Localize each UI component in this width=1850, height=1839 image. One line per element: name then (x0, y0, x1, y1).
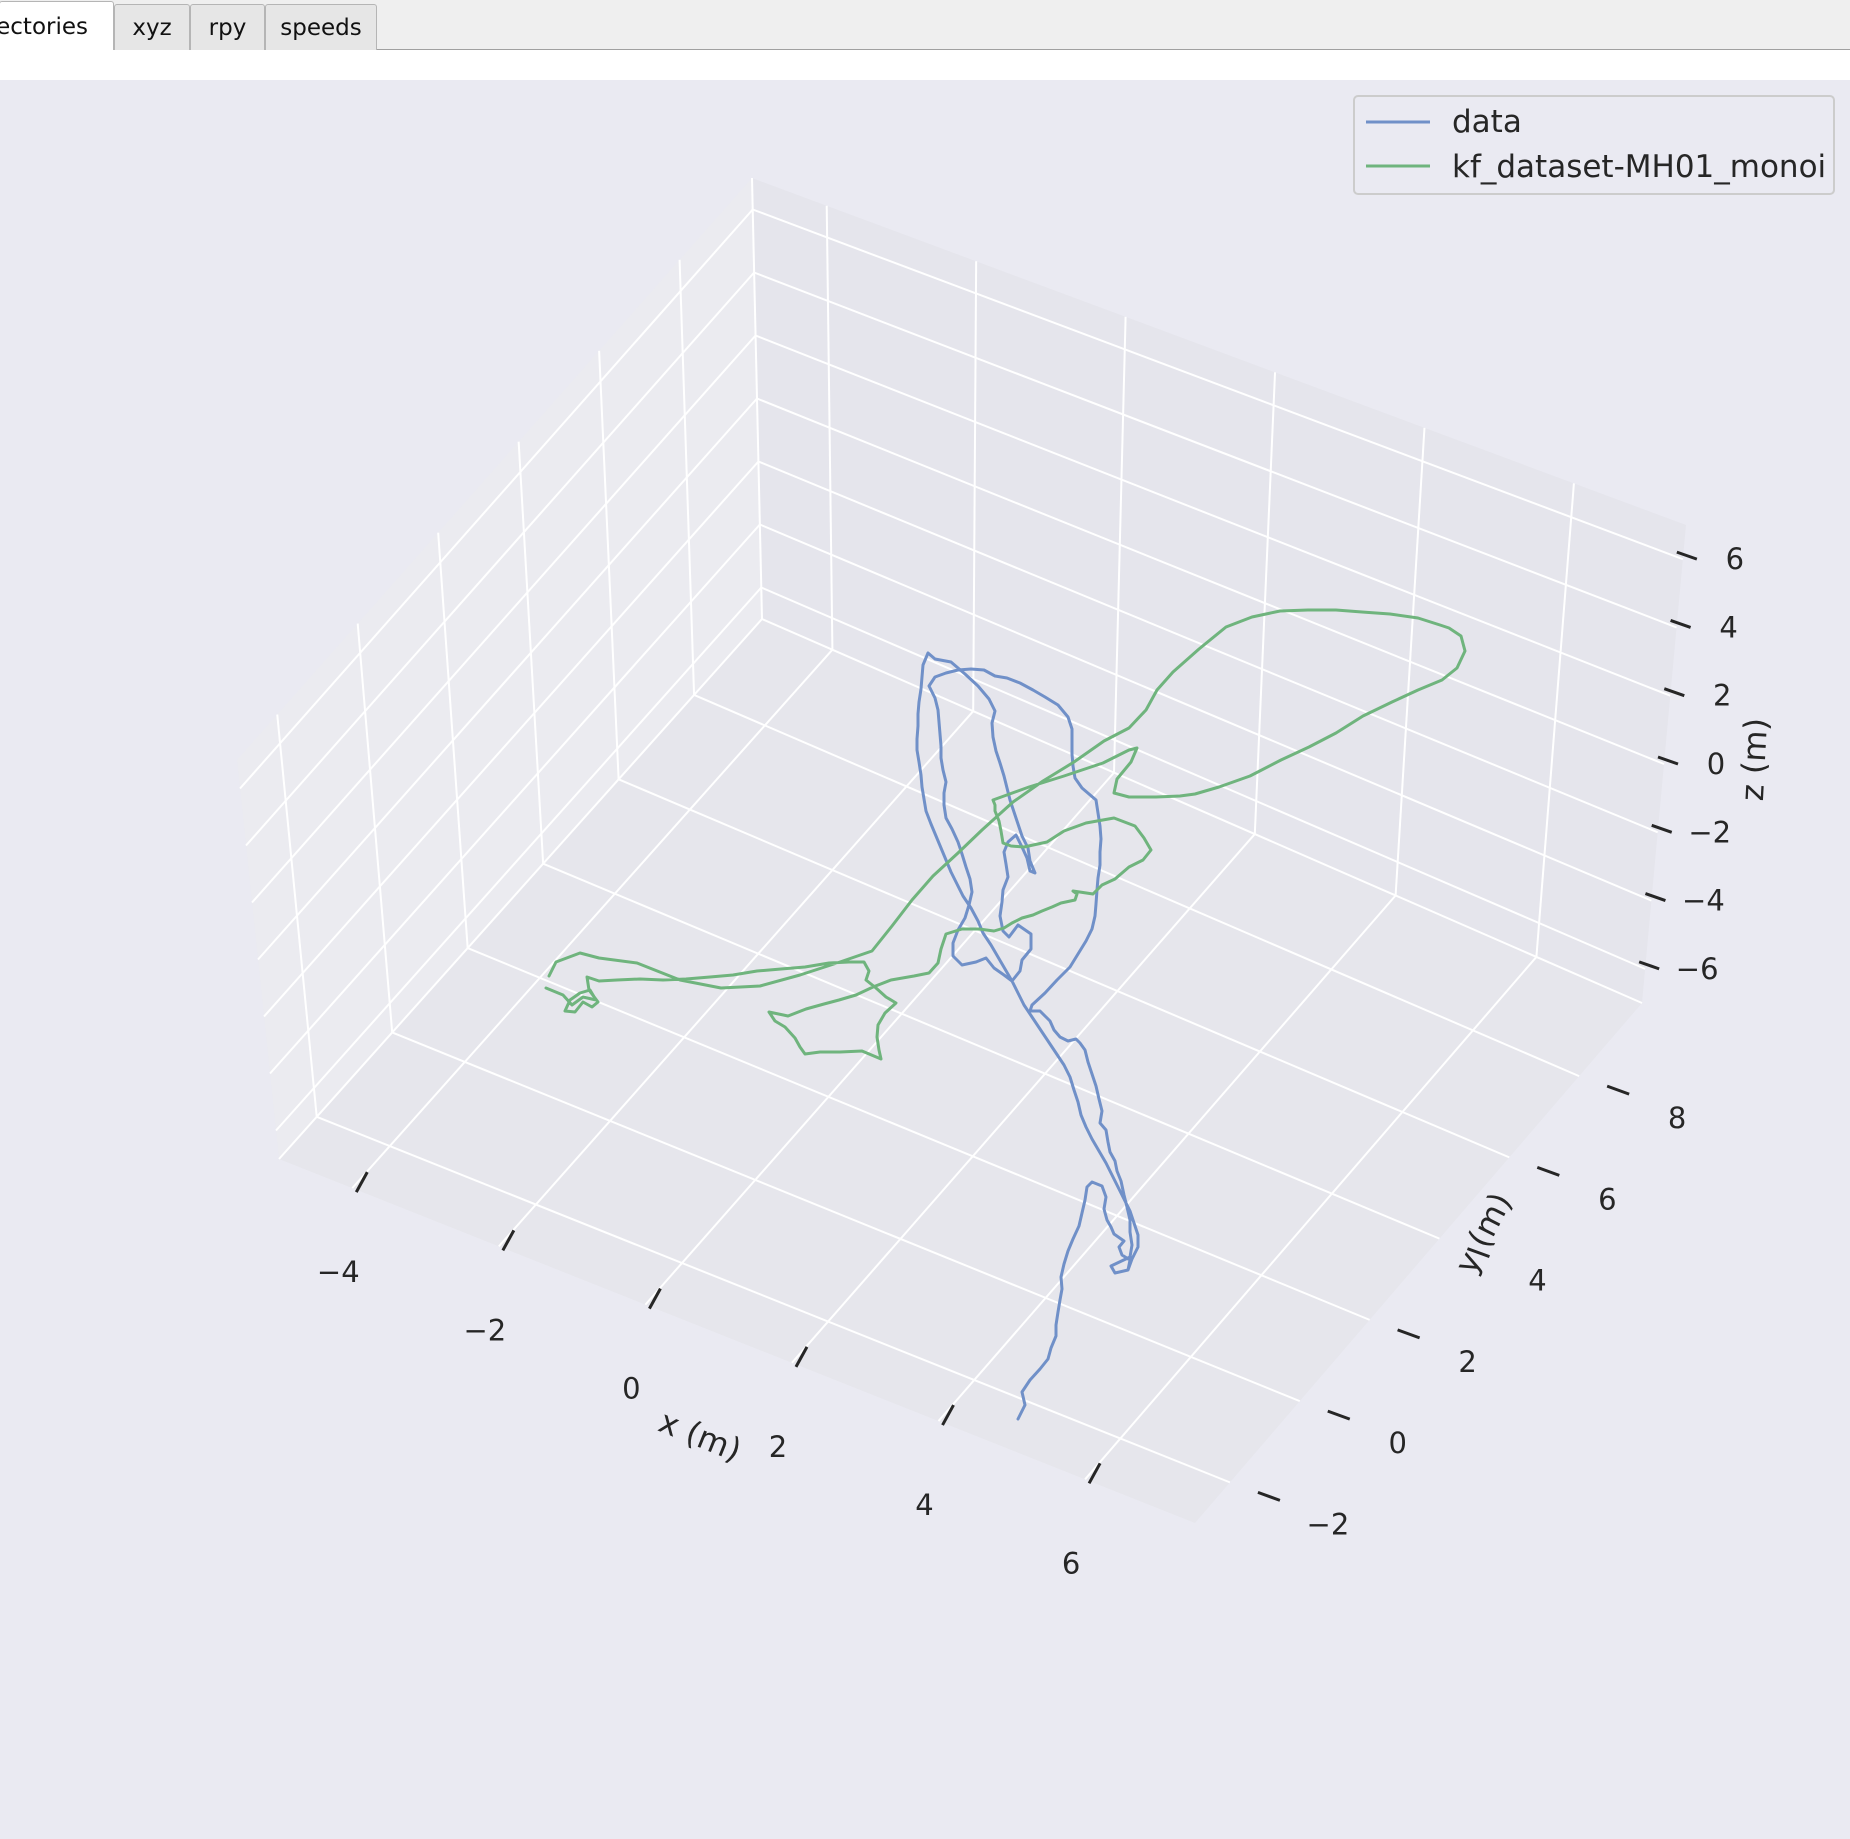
y-tick (1397, 1328, 1421, 1340)
tab-content-margin (0, 50, 1850, 80)
z-tick (1638, 960, 1660, 971)
pane-edge (761, 618, 1643, 1004)
z-gridline-back (760, 586, 1646, 970)
y-gridline-floor (391, 1031, 1301, 1403)
tab-xyz[interactable]: xyz (114, 4, 190, 50)
z-tick-label: 4 (1719, 610, 1737, 644)
x-gridline-floor (791, 833, 1256, 1364)
z-gridline-left (257, 397, 758, 961)
x-tick-label: 4 (915, 1488, 933, 1522)
grid-lines (239, 177, 1684, 1484)
z-tick (1663, 687, 1685, 698)
z-tick-label: −4 (1682, 884, 1725, 918)
pane-edge (278, 618, 763, 1160)
series-line-kf-dataset (544, 608, 1467, 1061)
legend: data kf_dataset-MH01_monoi (1353, 95, 1835, 195)
z-tick-label: 6 (1726, 542, 1744, 576)
x-tick (794, 1346, 809, 1368)
z-gridline-back (756, 397, 1665, 765)
z-gridline-back (758, 460, 1659, 834)
x-tick (648, 1287, 662, 1310)
y-tick-label: 2 (1458, 1345, 1476, 1379)
y-gridline-floor (693, 694, 1580, 1078)
y-tick-label: −2 (1307, 1507, 1350, 1541)
z-gridline-left (239, 208, 754, 790)
y-gridline-floor (542, 862, 1440, 1240)
y-tick (1606, 1084, 1630, 1096)
y-tick (1327, 1409, 1351, 1421)
y-tick (1466, 1247, 1490, 1259)
legend-frame (1353, 95, 1835, 195)
z-gridline-left (263, 460, 760, 1018)
x-axis-label: x (m) (653, 1402, 746, 1469)
x-tick-label: −2 (463, 1313, 506, 1347)
z-tick (1657, 755, 1679, 766)
y-tick-label: 8 (1668, 1101, 1686, 1135)
legend-label-data: data (1452, 104, 1522, 140)
z-tick (1644, 892, 1666, 902)
z-gridline-back (755, 334, 1671, 697)
x-tick (941, 1404, 955, 1426)
trajectory-plot: −4 −2 0 2 4 6 −2 0 2 4 6 8 −6 −4 −2 0 2 4 6 data kf_datase… (0, 80, 1850, 1839)
tab-trajectories[interactable]: ajectories (0, 1, 114, 51)
z-gridline-back (752, 208, 1684, 561)
x-tick (501, 1229, 516, 1252)
left-pane (237, 178, 762, 1159)
x-tick-label: −4 (317, 1255, 360, 1289)
legend-label-kf: kf_dataset-MH01_monoi (1452, 149, 1826, 185)
z-tick (1670, 619, 1692, 629)
z-tick-label: −2 (1688, 815, 1731, 849)
x-tick (354, 1171, 369, 1193)
tab-speeds[interactable]: speeds (265, 4, 377, 50)
trajectories (544, 608, 1467, 1421)
y-tick (1536, 1165, 1560, 1177)
z-tick (1676, 550, 1698, 561)
plot-canvas: −4 −2 0 2 4 6 −2 0 2 4 6 8 −6 −4 −2 0 2 4 6 data kf_datase… (237, 95, 1835, 1580)
x-gridline-floor (351, 649, 834, 1189)
z-tick-label: −6 (1676, 952, 1719, 986)
y-gridline-floor (618, 778, 1510, 1159)
x-tick-label: 6 (1062, 1546, 1080, 1580)
axis-ticks: −4 −2 0 2 4 6 −2 0 2 4 6 8 −6 −4 −2 0 2 4 6 (317, 542, 1744, 1580)
z-tick-label: 2 (1713, 679, 1731, 713)
z-gridline-left (251, 334, 757, 904)
tab-rpy[interactable]: rpy (190, 4, 265, 50)
z-gridline-left (245, 271, 755, 847)
z-tick-label: 0 (1707, 747, 1725, 781)
y-tick (1257, 1490, 1281, 1502)
x-tick-label: 0 (622, 1372, 640, 1406)
series-line-data (915, 651, 1140, 1421)
z-axis-label: z (m) (1733, 717, 1775, 802)
x-gridline-floor (937, 894, 1397, 1422)
y-gridline-floor (316, 1115, 1231, 1484)
y-tick-label: 4 (1528, 1264, 1546, 1298)
x-tick-label: 2 (769, 1430, 787, 1464)
z-gridline-left (269, 523, 761, 1075)
z-gridline-back (753, 271, 1677, 629)
x-tick (1087, 1462, 1102, 1485)
z-tick (1651, 823, 1673, 834)
y-tick-label: 6 (1598, 1182, 1616, 1216)
z-gridline-left (275, 586, 763, 1132)
x-gridline-floor (498, 710, 974, 1248)
tab-bar: ajectories xyz rpy speeds (0, 0, 1850, 51)
x-gridline-floor (644, 771, 1115, 1306)
floor-pane (279, 619, 1642, 1523)
y-gridline-floor (467, 947, 1370, 1321)
x-gridline-floor (1084, 956, 1538, 1480)
z-gridline-back (759, 523, 1652, 902)
y-tick-label: 0 (1389, 1426, 1407, 1460)
back-pane (752, 178, 1686, 1003)
pane-edge (751, 177, 763, 620)
